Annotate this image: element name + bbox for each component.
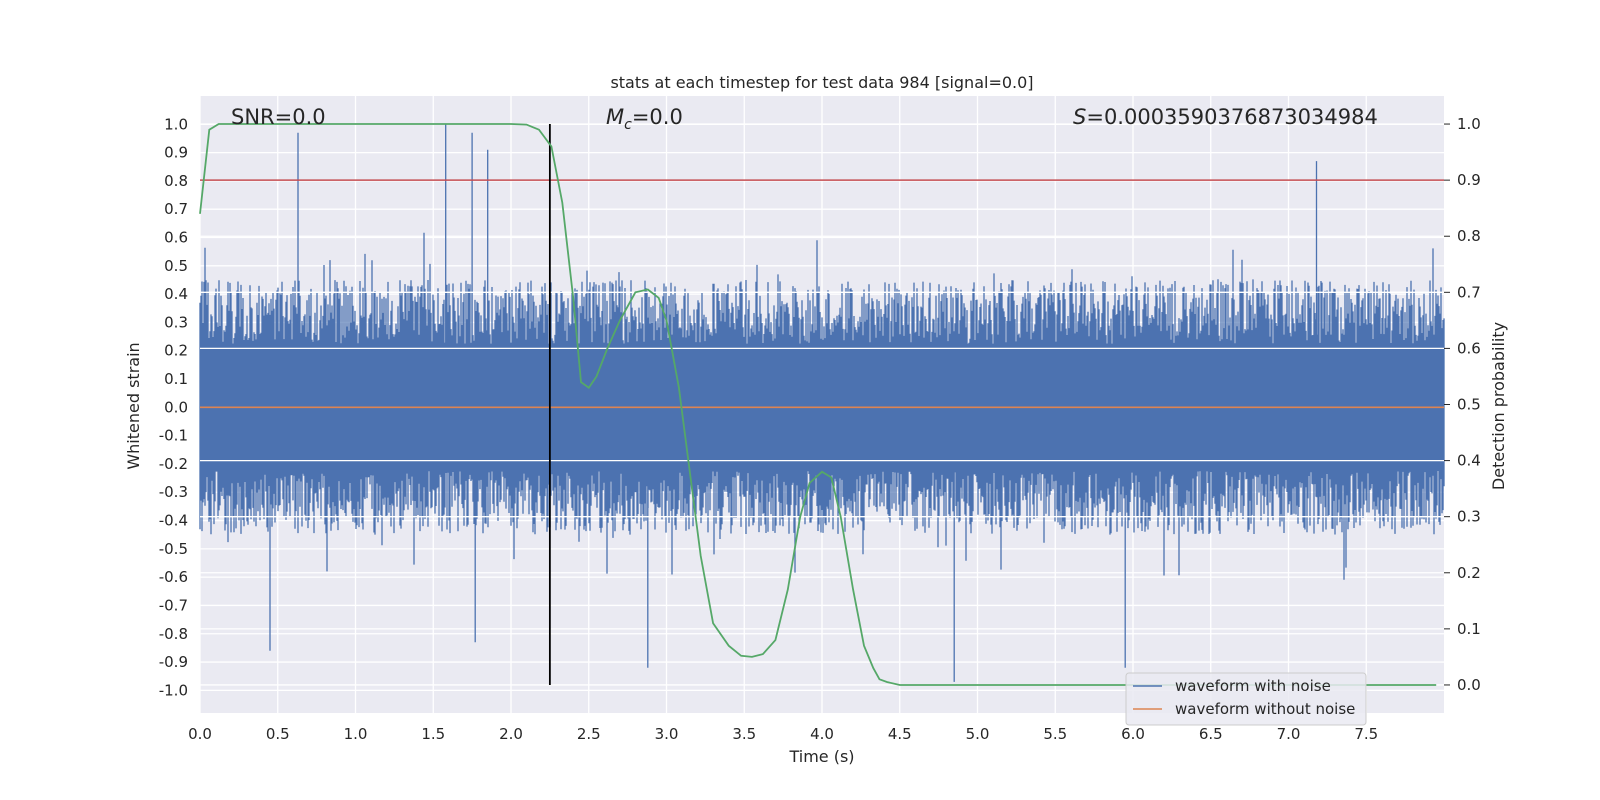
- y-tick-label: -0.1: [159, 427, 188, 445]
- chart-title: stats at each timestep for test data 984…: [610, 73, 1033, 92]
- statistic-value: =0.0003590376873034984: [1086, 105, 1378, 129]
- y-tick-label: -0.9: [159, 653, 188, 671]
- x-tick-label: 1.0: [344, 725, 368, 743]
- y-tick-label: 0.5: [164, 257, 188, 275]
- y-tick-label: 1.0: [164, 115, 188, 133]
- noisy-waveform-series: [199, 124, 1445, 682]
- right-y-tick-label: 0.7: [1457, 283, 1481, 301]
- y-tick-label: 0.4: [164, 285, 188, 303]
- x-tick-label: 2.0: [499, 725, 523, 743]
- x-axis-label: Time (s): [788, 747, 854, 766]
- detection-probability-line: [199, 123, 1437, 686]
- x-tick-labels: 0.0 0.5 1.0 1.5 2.0 2.5 3.0 3.5 4.0 4.5 5.0 5.5 6.0 6…: [188, 725, 1378, 743]
- chirp-mass-subscript: c: [624, 117, 632, 133]
- statistic-symbol: S: [1073, 105, 1086, 129]
- y-tick-label: 0.8: [164, 172, 188, 190]
- y-tick-label: -0.6: [159, 568, 188, 586]
- y-tick-label: 0.0: [164, 398, 188, 416]
- chirp-mass-value: =0.0: [632, 105, 683, 129]
- x-tick-label: 1.5: [421, 725, 445, 743]
- noisy-waveform-line: [199, 124, 1445, 682]
- snr-annotation: SNR=0.0: [231, 105, 326, 129]
- y-tick-label: 0.1: [164, 370, 188, 388]
- y-tick-label: -0.5: [159, 540, 188, 558]
- x-tick-label: 5.5: [1043, 725, 1067, 743]
- x-tick-label: 5.0: [966, 725, 990, 743]
- x-tick-label: 3.0: [655, 725, 679, 743]
- right-y-tick-label: 1.0: [1457, 115, 1481, 133]
- y-tick-label: -1.0: [159, 681, 188, 699]
- y-tick-label: -0.8: [159, 625, 188, 643]
- right-y-tick-label: 0.4: [1457, 452, 1481, 470]
- y-tick-label: 0.3: [164, 313, 188, 331]
- legend-label-noisy: waveform with noise: [1175, 677, 1331, 695]
- right-y-tick-label: 0.3: [1457, 508, 1481, 526]
- statistic-annotation: S=0.0003590376873034984: [1073, 105, 1378, 129]
- overlay-series: [199, 123, 1444, 686]
- right-y-tick-label: 0.8: [1457, 227, 1481, 245]
- y-axis-label: Whitened strain: [124, 342, 143, 469]
- x-tick-label: 6.0: [1121, 725, 1145, 743]
- right-y-axis-label: Detection probability: [1489, 322, 1508, 490]
- right-y-tick-label: 0.5: [1457, 396, 1481, 414]
- right-y-tick-label: 0.2: [1457, 564, 1481, 582]
- x-tick-label: 3.5: [732, 725, 756, 743]
- x-tick-label: 0.0: [188, 725, 212, 743]
- y-tick-label: -0.7: [159, 596, 188, 614]
- legend: waveform with noise waveform without noi…: [1125, 672, 1367, 726]
- y-tick-label: 0.2: [164, 342, 188, 360]
- chirp-mass-annotation: Mc=0.0: [606, 105, 683, 133]
- chirp-mass-symbol: M: [606, 105, 624, 129]
- x-tick-label: 2.5: [577, 725, 601, 743]
- y-tick-label: -0.4: [159, 512, 188, 530]
- legend-label-clean: waveform without noise: [1175, 700, 1355, 718]
- y-tick-label: 0.9: [164, 144, 188, 162]
- y-tick-label: 0.6: [164, 229, 188, 247]
- right-y-tick-label: 0.6: [1457, 339, 1481, 357]
- y-tick-label: 0.7: [164, 200, 188, 218]
- y-tick-label: -0.2: [159, 455, 188, 473]
- x-tick-label: 4.0: [810, 725, 834, 743]
- x-tick-label: 7.0: [1277, 725, 1301, 743]
- right-y-tick-label: 0.1: [1457, 620, 1481, 638]
- right-y-tick-labels: 1.0 0.9 0.8 0.7 0.6 0.5 0.4 0.3 0.2 0.1 0.0: [1444, 115, 1481, 694]
- x-tick-label: 0.5: [266, 725, 290, 743]
- x-tick-label: 7.5: [1354, 725, 1378, 743]
- right-y-tick-label: 0.0: [1457, 676, 1481, 694]
- left-y-tick-labels: 1.0 0.9 0.8 0.7 0.6 0.5 0.4 0.3 0.2 0.1 0.0 -0.1 -0.…: [159, 115, 188, 699]
- x-tick-label: 6.5: [1199, 725, 1223, 743]
- right-y-tick-label: 0.9: [1457, 171, 1481, 189]
- x-tick-label: 4.5: [888, 725, 912, 743]
- y-tick-label: -0.3: [159, 483, 188, 501]
- legend-box: [1125, 672, 1367, 726]
